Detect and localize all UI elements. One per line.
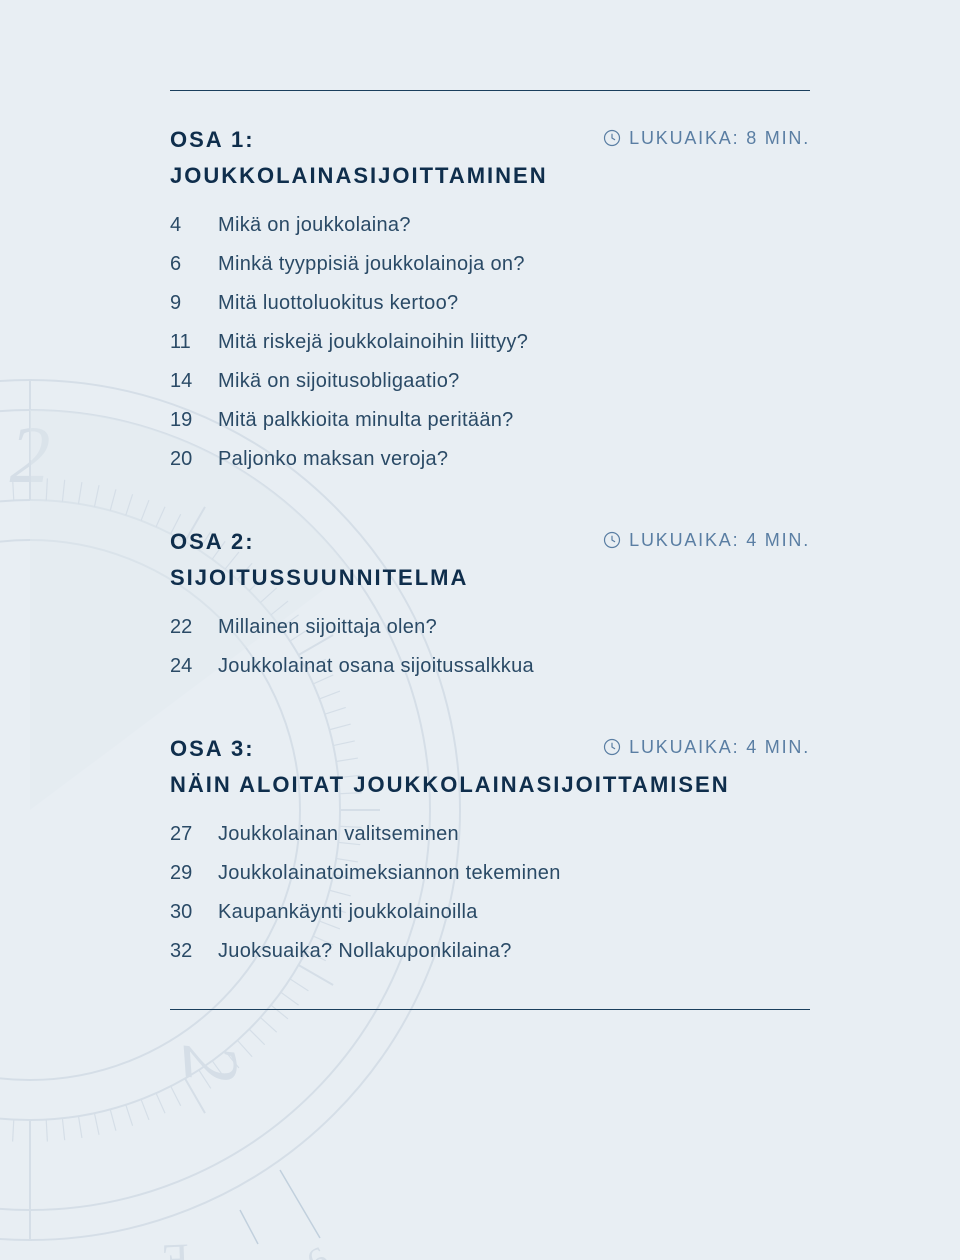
toc-label: Joukkolainat osana sijoitussalkkua <box>218 655 534 678</box>
reading-time-text: LUKUAIKA: 4 MIN. <box>629 737 810 758</box>
toc-page: 22 <box>170 616 204 639</box>
section-title: OSA 3: <box>170 736 255 762</box>
toc-label: Mikä on joukkolaina? <box>218 214 411 237</box>
toc-page: 11 <box>170 331 204 354</box>
toc-page: 19 <box>170 409 204 432</box>
toc-row[interactable]: 9 Mitä luottoluokitus kertoo? <box>170 292 840 315</box>
toc-label: Millainen sijoittaja olen? <box>218 616 437 639</box>
toc-page: 20 <box>170 448 204 471</box>
clock-icon <box>603 129 621 147</box>
clock-icon <box>603 531 621 549</box>
toc-row[interactable]: 4 Mikä on joukkolaina? <box>170 214 840 237</box>
toc-page: 14 <box>170 370 204 393</box>
section-subtitle: SIJOITUSSUUNNITELMA <box>170 561 840 594</box>
toc-page: 30 <box>170 901 204 924</box>
reading-time: LUKUAIKA: 4 MIN. <box>603 530 810 551</box>
toc-label: Juoksuaika? Nollakuponkilaina? <box>218 940 512 963</box>
toc-page: 32 <box>170 940 204 963</box>
toc-row[interactable]: 30 Kaupankäynti joukkolainoilla <box>170 901 840 924</box>
toc-label: Paljonko maksan veroja? <box>218 448 448 471</box>
toc-page: 6 <box>170 253 204 276</box>
svg-text:9: 9 <box>300 1239 336 1260</box>
toc-row[interactable]: 6 Minkä tyyppisiä joukkolainoja on? <box>170 253 840 276</box>
toc-page: 9 <box>170 292 204 315</box>
toc-page: 29 <box>170 862 204 885</box>
toc-label: Kaupankäynti joukkolainoilla <box>218 901 478 924</box>
toc-row[interactable]: 29 Joukkolainatoimeksiannon tekeminen <box>170 862 840 885</box>
toc-row[interactable]: 32 Juoksuaika? Nollakuponkilaina? <box>170 940 840 963</box>
toc-page: 4 <box>170 214 204 237</box>
toc-page: 24 <box>170 655 204 678</box>
toc-label: Mitä palkkioita minulta peritään? <box>218 409 514 432</box>
clock-icon <box>603 738 621 756</box>
reading-time-text: LUKUAIKA: 4 MIN. <box>629 530 810 551</box>
toc-row[interactable]: 11 Mitä riskejä joukkolainoihin liittyy? <box>170 331 840 354</box>
toc-row[interactable]: 27 Joukkolainan valitseminen <box>170 823 840 846</box>
toc-label: Mitä riskejä joukkolainoihin liittyy? <box>218 331 528 354</box>
toc-label: Mikä on sijoitusobligaatio? <box>218 370 460 393</box>
section-subtitle: NÄIN ALOITAT JOUKKOLAINASIJOITTAMISEN <box>170 768 840 801</box>
section-title: OSA 2: <box>170 529 255 555</box>
bottom-rule <box>170 1009 810 1010</box>
toc-row[interactable]: 14 Mikä on sijoitusobligaatio? <box>170 370 840 393</box>
toc-content: OSA 1: LUKUAIKA: 8 MIN. JOUKKOLAINASIJOI… <box>0 0 960 1070</box>
toc-label: Mitä luottoluokitus kertoo? <box>218 292 458 315</box>
toc-section-1: OSA 1: LUKUAIKA: 8 MIN. JOUKKOLAINASIJOI… <box>170 127 840 471</box>
reading-time: LUKUAIKA: 4 MIN. <box>603 737 810 758</box>
toc-page: 27 <box>170 823 204 846</box>
reading-time-text: LUKUAIKA: 8 MIN. <box>629 128 810 149</box>
toc-row[interactable]: 24 Joukkolainat osana sijoitussalkkua <box>170 655 840 678</box>
toc-label: Joukkolainatoimeksiannon tekeminen <box>218 862 561 885</box>
toc-label: Joukkolainan valitseminen <box>218 823 459 846</box>
section-title: OSA 1: <box>170 127 255 153</box>
section-subtitle: JOUKKOLAINASIJOITTAMINEN <box>170 159 840 192</box>
toc-section-3: OSA 3: LUKUAIKA: 4 MIN. NÄIN ALOITAT JOU… <box>170 736 840 963</box>
toc-row[interactable]: 20 Paljonko maksan veroja? <box>170 448 840 471</box>
top-rule <box>170 90 810 91</box>
svg-text:E: E <box>161 1235 190 1260</box>
toc-row[interactable]: 19 Mitä palkkioita minulta peritään? <box>170 409 840 432</box>
reading-time: LUKUAIKA: 8 MIN. <box>603 128 810 149</box>
toc-label: Minkä tyyppisiä joukkolainoja on? <box>218 253 525 276</box>
toc-row[interactable]: 22 Millainen sijoittaja olen? <box>170 616 840 639</box>
toc-section-2: OSA 2: LUKUAIKA: 4 MIN. SIJOITUSSUUNNITE… <box>170 529 840 678</box>
